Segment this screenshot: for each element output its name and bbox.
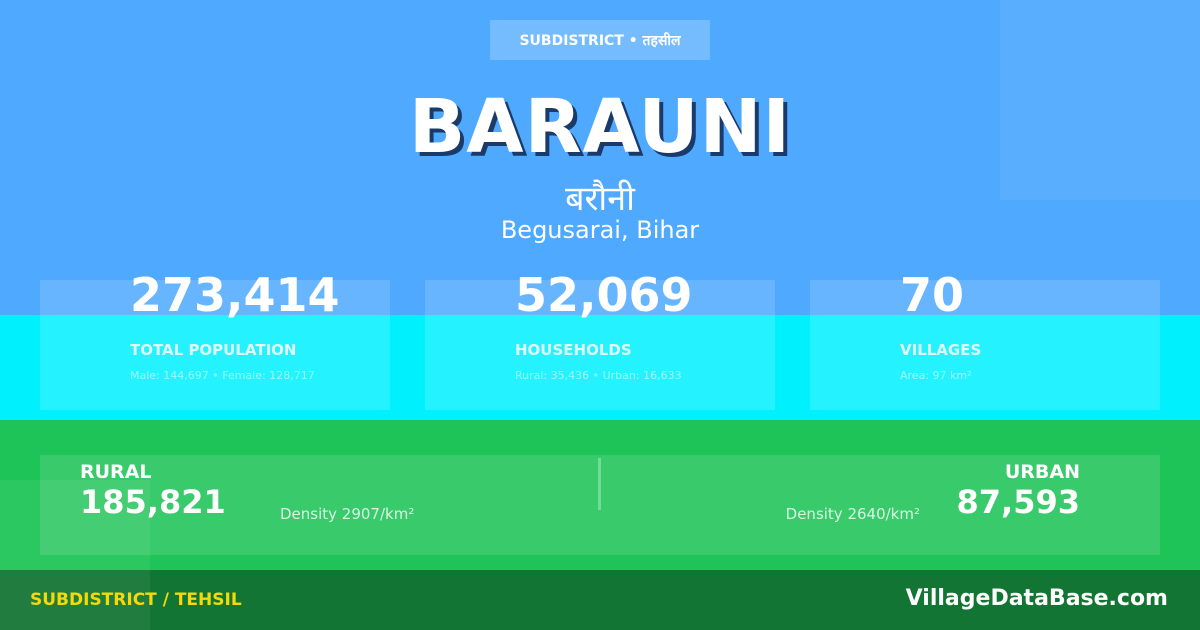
stat-sub: Area: 97 km² [900, 369, 972, 382]
decor-square [0, 480, 150, 630]
rural-density: Density 2907/km² [280, 505, 415, 523]
stat-sub: Male: 144,697 • Female: 128,717 [130, 369, 315, 382]
stat-sub: Rural: 35,436 • Urban: 16,633 [515, 369, 682, 382]
rural-label: RURAL [80, 461, 152, 483]
stat-label: TOTAL POPULATION [130, 341, 297, 359]
brand-link[interactable]: VillageDataBase.com [905, 586, 1168, 611]
footer-type: SUBDISTRICT / TEHSIL [30, 590, 242, 610]
stat-value: 273,414 [130, 268, 340, 322]
split-band [0, 420, 1200, 570]
header-band [0, 0, 1200, 315]
stats-band [0, 315, 1200, 420]
stat-card-population: 273,414 TOTAL POPULATION Male: 144,697 •… [40, 268, 390, 410]
stat-label: HOUSEHOLDS [515, 341, 632, 359]
divider [598, 458, 601, 510]
urban-label: URBAN [1004, 461, 1080, 483]
title-hindi: बरौनी [565, 179, 635, 219]
page-title: BARAUNI [408, 84, 792, 170]
footer-band [0, 570, 1200, 630]
location: Begusarai, Bihar [500, 216, 700, 244]
stat-label: VILLAGES [900, 341, 982, 359]
rural-urban-panel: RURAL 185,821 Density 2907/km² Density 2… [40, 455, 1160, 555]
decor-square [1000, 0, 1200, 200]
stat-value: 52,069 [515, 268, 693, 322]
urban-density: Density 2640/km² [785, 505, 920, 523]
urban-value: 87,593 [956, 483, 1080, 521]
type-badge: SUBDISTRICT • तहसील [490, 20, 710, 60]
rural-value: 185,821 [80, 483, 226, 521]
stat-card-villages: 70 VILLAGES Area: 97 km² [810, 268, 1160, 410]
stat-value: 70 [900, 268, 965, 322]
stat-card-households: 52,069 HOUSEHOLDS Rural: 35,436 • Urban:… [425, 268, 775, 410]
